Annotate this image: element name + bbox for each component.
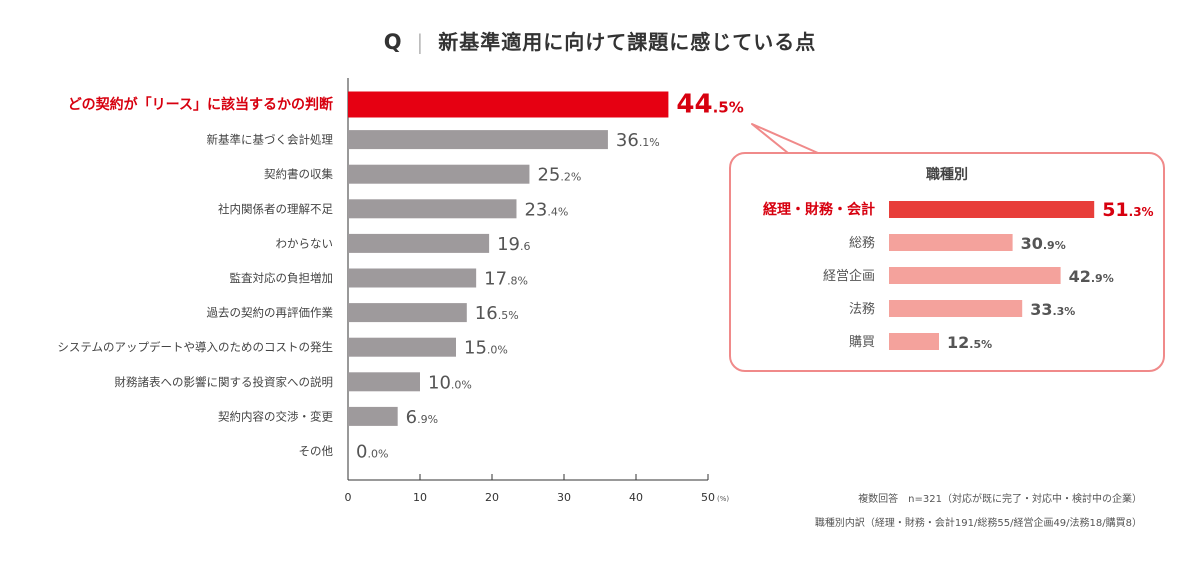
value-label: 16.5% <box>475 303 519 324</box>
x-tick-label: 40 <box>629 491 643 504</box>
bar <box>348 372 420 392</box>
value-label: 15.0% <box>464 338 508 359</box>
bar <box>348 233 490 253</box>
value-label: 10.0% <box>428 372 472 393</box>
inset-value-label: 30.9% <box>1021 234 1066 253</box>
inset-bar-chart: 経理・財務・会計 51.3% 総務 30.9% 経営企画 42.9% 法務 33.3% 購買 12… <box>763 199 1154 352</box>
inset-category-label: 法務 <box>849 302 875 317</box>
inset-category-label: 総務 <box>849 236 875 251</box>
callout-pointer-outline <box>751 123 819 154</box>
value-label: 0.0% <box>356 442 388 463</box>
x-tick-label: 10 <box>413 491 427 504</box>
category-label: 監査対応の負担増加 <box>230 271 334 285</box>
value-label: 17.8% <box>484 269 528 290</box>
value-label: 6.9% <box>406 407 438 428</box>
value-label: 23.4% <box>524 199 568 220</box>
category-label: システムのアップデートや導入のためのコストの発生 <box>57 340 333 354</box>
bar <box>348 130 608 150</box>
category-label: 社内関係者の理解不足 <box>218 202 333 216</box>
category-label: 契約内容の交渉・変更 <box>218 409 333 423</box>
value-label: 19.6 <box>497 234 530 255</box>
category-label: その他 <box>299 444 334 458</box>
inset-value-label: 12.5% <box>947 333 992 352</box>
question-mark-label: Q <box>383 30 403 54</box>
inset-value-label: 42.9% <box>1069 267 1114 286</box>
category-label: 契約書の収集 <box>264 167 333 181</box>
title-text: 新基準適用に向けて課題に感じている点 <box>438 30 817 54</box>
title-separator: | <box>416 30 425 54</box>
category-label: どの契約が「リース」に該当するかの判断 <box>68 96 333 113</box>
bar <box>348 164 530 184</box>
category-label: 過去の契約の再評価作業 <box>207 306 334 320</box>
bar <box>348 199 517 219</box>
inset-bar <box>889 333 939 350</box>
inset-value-label: 33.3% <box>1030 300 1075 319</box>
inset-value-label: 51.3% <box>1102 199 1153 221</box>
x-axis-unit: (%) <box>717 495 729 503</box>
inset-title: 職種別 <box>926 167 968 183</box>
x-tick-label: 20 <box>485 491 499 504</box>
chart-title: Q | 新基準適用に向けて課題に感じている点 <box>0 26 1200 55</box>
inset-bar <box>889 201 1095 218</box>
footnote-breakdown: 職種別内訳（経理・財務・会計191/総務55/経営企画49/法務18/購買8） <box>814 518 1142 529</box>
bar <box>348 91 669 118</box>
inset-category-label: 購買 <box>849 335 875 350</box>
inset-panel: 職種別 経理・財務・会計 51.3% 総務 30.9% 経営企画 42.9% 法務 33.3%… <box>729 152 1165 372</box>
bar <box>348 303 467 323</box>
bar <box>348 268 477 288</box>
footnote-sample: 複数回答 n=321（対応が既に完了・対応中・検討中の企業） <box>858 494 1142 505</box>
category-label: 新基準に基づく会計処理 <box>207 133 334 147</box>
inset-category-label: 経理・財務・会計 <box>763 201 875 218</box>
value-label: 25.2% <box>537 165 581 186</box>
inset-category-label: 経営企画 <box>823 268 875 284</box>
inset-bar <box>889 234 1013 251</box>
category-label: 財務諸表への影響に関する投資家への説明 <box>115 375 334 389</box>
x-tick-label: 30 <box>557 491 571 504</box>
bar <box>348 406 398 426</box>
inset-bar <box>889 267 1061 284</box>
x-tick-label: 0 <box>345 491 352 504</box>
inset-bar <box>889 300 1023 317</box>
value-label: 44.5% <box>676 90 743 120</box>
bar <box>348 337 456 357</box>
category-label: わからない <box>276 236 334 250</box>
x-tick-label: 50 <box>701 491 715 504</box>
value-label: 36.1% <box>616 130 660 151</box>
